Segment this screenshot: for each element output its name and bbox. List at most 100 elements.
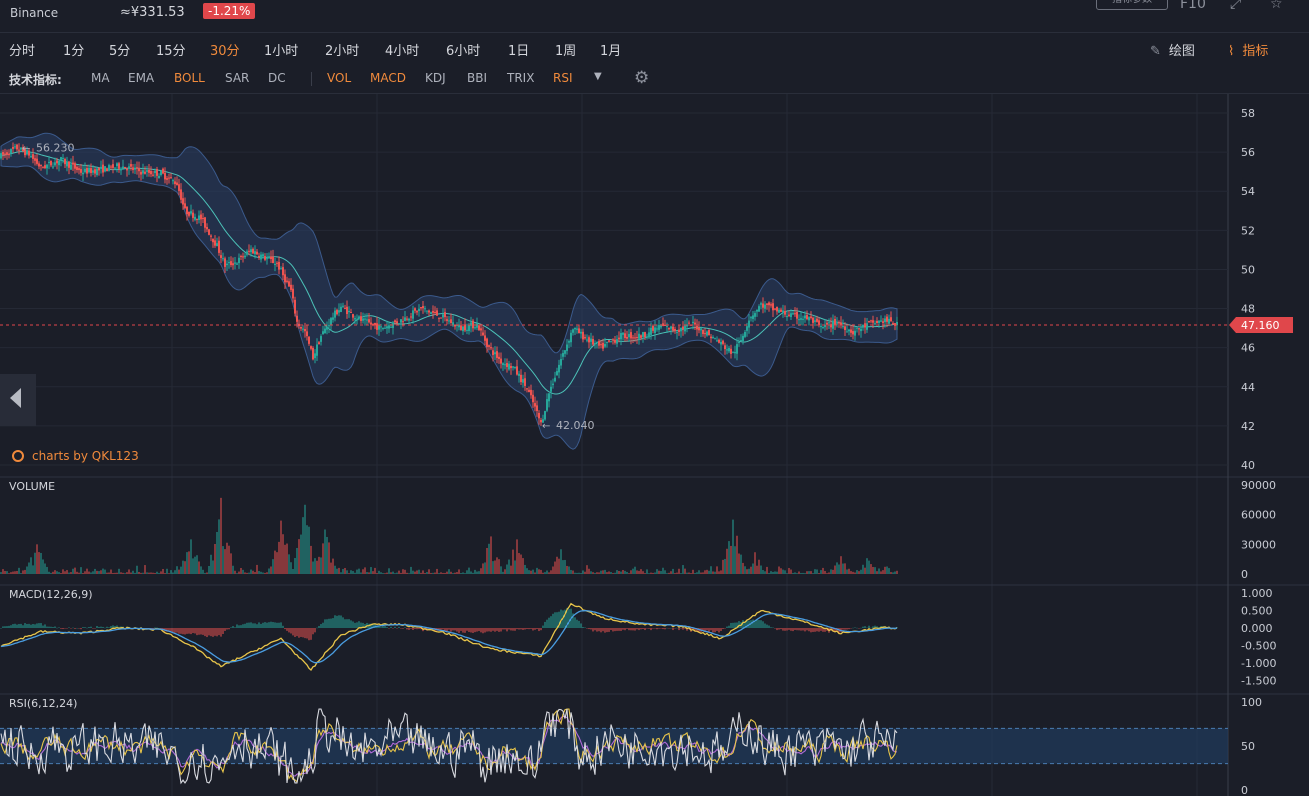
volume-bar — [60, 573, 62, 574]
macd-hist-bar — [190, 628, 192, 635]
interval-fenshi[interactable]: 分时 — [9, 44, 36, 59]
candle-body — [36, 158, 38, 164]
volume-bar — [610, 572, 612, 574]
volume-bar — [216, 531, 218, 574]
macd-hist-bar — [724, 628, 726, 629]
interval-6h[interactable]: 6小时 — [446, 44, 481, 59]
candle-body — [154, 170, 156, 174]
candle-body — [254, 251, 256, 255]
macd-hist-bar — [844, 628, 846, 630]
macd-hist-bar — [780, 628, 782, 630]
fullscreen-label[interactable]: F10 — [1180, 0, 1206, 12]
volume-bar — [656, 569, 658, 574]
macd-hist-bar — [536, 628, 538, 629]
candle-body — [164, 172, 166, 180]
indicator-dc[interactable]: DC — [268, 71, 286, 85]
interval-15m[interactable]: 15分 — [156, 44, 186, 59]
macd-hist-bar — [474, 628, 476, 633]
indicator-boll[interactable]: BOLL — [174, 71, 205, 85]
indicator-macd[interactable]: MACD — [370, 71, 406, 85]
candle-body — [832, 320, 834, 329]
macd-hist-bar — [572, 613, 574, 628]
candle-body — [580, 331, 582, 334]
volume-bar — [326, 536, 328, 574]
candle-body — [840, 322, 842, 326]
indicator-trix[interactable]: TRIX — [507, 71, 535, 85]
volume-bar — [226, 542, 228, 574]
macd-hist-bar — [794, 628, 796, 630]
interval-30m[interactable]: 30分 — [210, 44, 240, 59]
volume-bar — [734, 546, 736, 574]
gear-icon[interactable]: ⚙ — [634, 68, 650, 88]
macd-hist-bar — [732, 622, 734, 628]
star-icon[interactable]: ☆ — [1270, 0, 1283, 12]
interval-1d[interactable]: 1日 — [508, 44, 530, 59]
volume-bar — [50, 572, 52, 574]
macd-hist-bar — [228, 628, 230, 630]
candle-body — [150, 171, 152, 175]
interval-1w[interactable]: 1周 — [555, 44, 577, 59]
volume-bar — [728, 541, 730, 574]
expand-icon[interactable]: ⤢ — [1230, 0, 1242, 12]
volume-bar — [452, 573, 454, 574]
candle-body — [298, 323, 300, 327]
macd-hist-bar — [268, 622, 270, 628]
chart-area[interactable]: 58 56 54 52 50 48 46 44 42 40 47.160 ← 56.230 ← 42.0… — [0, 94, 1309, 796]
candle-body — [44, 165, 46, 169]
interval-1m[interactable]: 1分 — [63, 44, 85, 59]
indicator-ma[interactable]: MA — [91, 71, 110, 85]
macd-hist-bar — [34, 624, 36, 628]
macd-hist-bar — [752, 619, 754, 628]
interval-1h[interactable]: 1小时 — [264, 44, 299, 59]
candle-body — [784, 311, 786, 315]
volume-bar — [204, 572, 206, 574]
volume-bar — [192, 558, 194, 574]
volume-bar — [658, 570, 660, 574]
candle-body — [776, 306, 778, 312]
indicator-ema[interactable]: EMA — [128, 71, 155, 85]
interval-1mo[interactable]: 1月 — [600, 44, 622, 59]
draw-button[interactable]: ✎ 绘图 — [1150, 40, 1195, 59]
volume-bar — [562, 560, 564, 574]
caret-down-icon[interactable]: ▼ — [594, 71, 602, 82]
price-tick-label: 56 — [1241, 146, 1255, 159]
macd-hist-bar — [108, 627, 110, 628]
indicator-kdj[interactable]: KDJ — [425, 71, 446, 85]
candle-body — [284, 274, 286, 283]
candle-body — [20, 147, 22, 150]
indicator-rsi[interactable]: RSI — [553, 71, 573, 85]
candle-body — [724, 345, 726, 350]
interval-2h[interactable]: 2小时 — [325, 44, 360, 59]
candle-body — [730, 348, 732, 354]
macd-hist-bar — [114, 626, 116, 628]
candle-body — [340, 306, 342, 312]
candle-body — [348, 310, 350, 313]
macd-hist-bar — [520, 628, 522, 630]
nav-left-button[interactable] — [0, 374, 36, 426]
volume-bar — [870, 564, 872, 574]
macd-hist-bar — [592, 628, 594, 632]
top-bar: Binance ≈¥331.53 -1.21% 指标参数 F10 ⤢ ☆ — [0, 0, 1309, 33]
candle-body — [278, 261, 280, 270]
candle-body — [778, 309, 780, 313]
indicator-sar[interactable]: SAR — [225, 71, 250, 85]
interval-4h[interactable]: 4小时 — [385, 44, 420, 59]
macd-hist-bar — [232, 626, 234, 628]
param-button[interactable]: 指标参数 — [1096, 0, 1168, 10]
indicator-vol[interactable]: VOL — [327, 71, 352, 85]
volume-bar — [40, 552, 42, 574]
volume-bar — [632, 568, 634, 574]
volume-bar — [812, 573, 814, 574]
volume-bar — [128, 569, 130, 574]
volume-bar — [280, 520, 282, 574]
macd-hist-bar — [498, 628, 500, 632]
macd-hist-bar — [710, 628, 712, 631]
interval-5m[interactable]: 5分 — [109, 44, 131, 59]
candle-body — [848, 329, 850, 332]
volume-bar — [392, 571, 394, 574]
macd-hist-bar — [842, 628, 844, 630]
indicator-bbi[interactable]: BBI — [467, 71, 488, 85]
volume-bar — [798, 571, 800, 574]
indicator-button[interactable]: ⌇ 指标 — [1228, 40, 1268, 59]
candle-body — [294, 299, 296, 314]
